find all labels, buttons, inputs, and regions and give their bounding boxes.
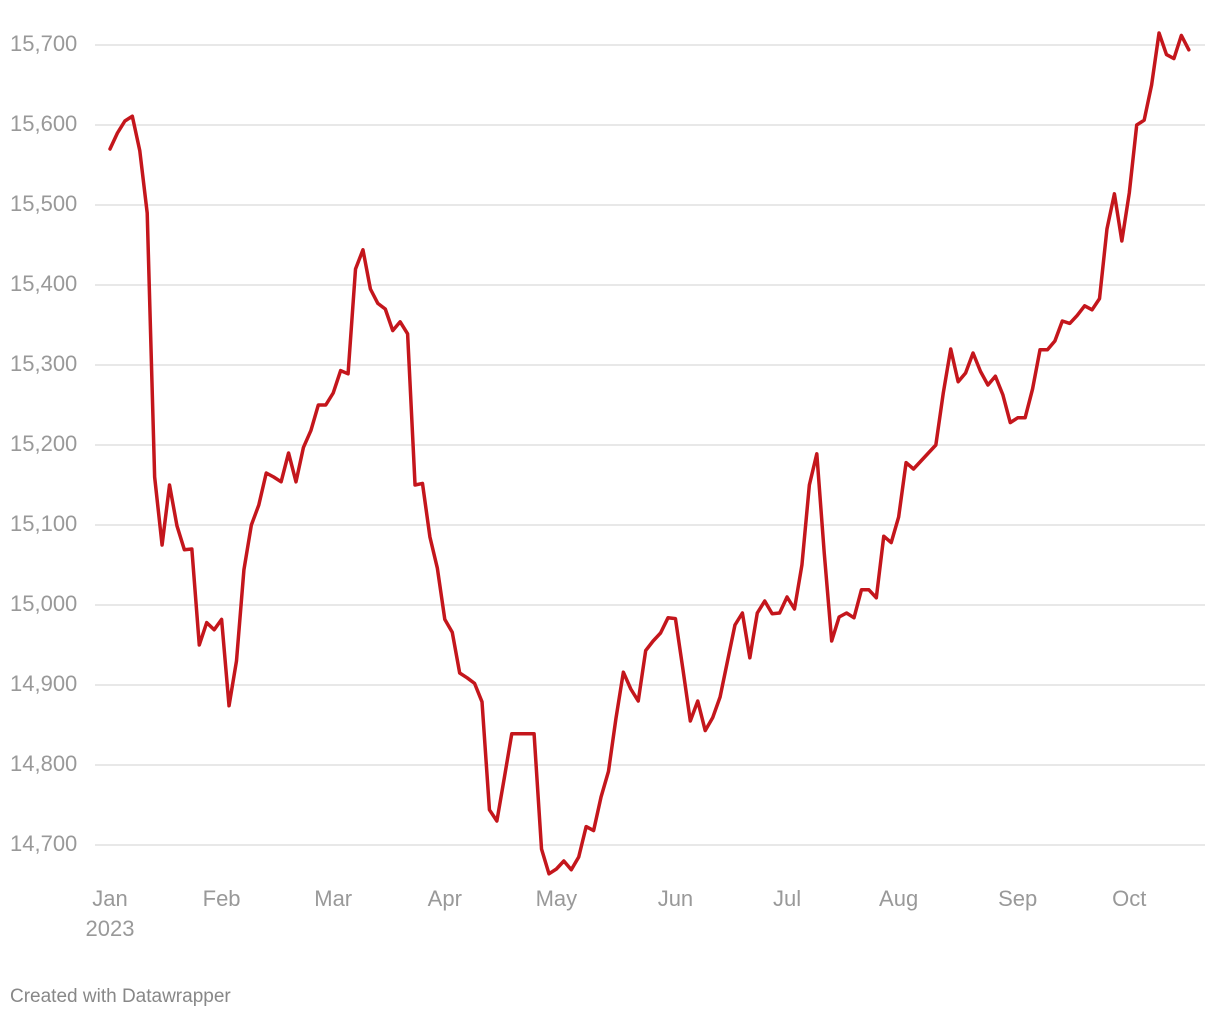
x-tick-label: Jan	[92, 886, 127, 911]
x-tick-label: Jun	[658, 886, 693, 911]
plot	[108, 31, 1191, 876]
y-tick-label: 14,800	[10, 751, 77, 776]
y-tick-label: 15,400	[10, 271, 77, 296]
credit: Created with Datawrapper	[10, 986, 231, 1007]
x-tick-label: May	[536, 886, 578, 911]
y-tick-label: 15,500	[10, 191, 77, 216]
y-tick-label: 15,000	[10, 591, 77, 616]
x-tick-label: Apr	[428, 886, 462, 911]
y-tick-label: 15,600	[10, 111, 77, 136]
x-tick-label: Jul	[773, 886, 801, 911]
x-year-label: 2023	[86, 916, 135, 941]
y-tick-label: 14,700	[10, 831, 77, 856]
x-tick-label: Feb	[203, 886, 241, 911]
y-tick-label: 15,200	[10, 431, 77, 456]
grid: 14,700 14,800 14,900 15,000 15,100 15,200 15,3…	[10, 31, 1205, 941]
y-tick-label: 14,900	[10, 671, 77, 696]
y-tick-label: 15,700	[10, 31, 77, 56]
line	[108, 31, 1191, 876]
x-tick-label: Mar	[314, 886, 352, 911]
x-tick-label: Sep	[998, 886, 1037, 911]
y-tick-label: 15,300	[10, 351, 77, 376]
x-tick-label: Oct	[1112, 886, 1146, 911]
x-tick-label: Aug	[879, 886, 918, 911]
y-tick-label: 15,100	[10, 511, 77, 536]
